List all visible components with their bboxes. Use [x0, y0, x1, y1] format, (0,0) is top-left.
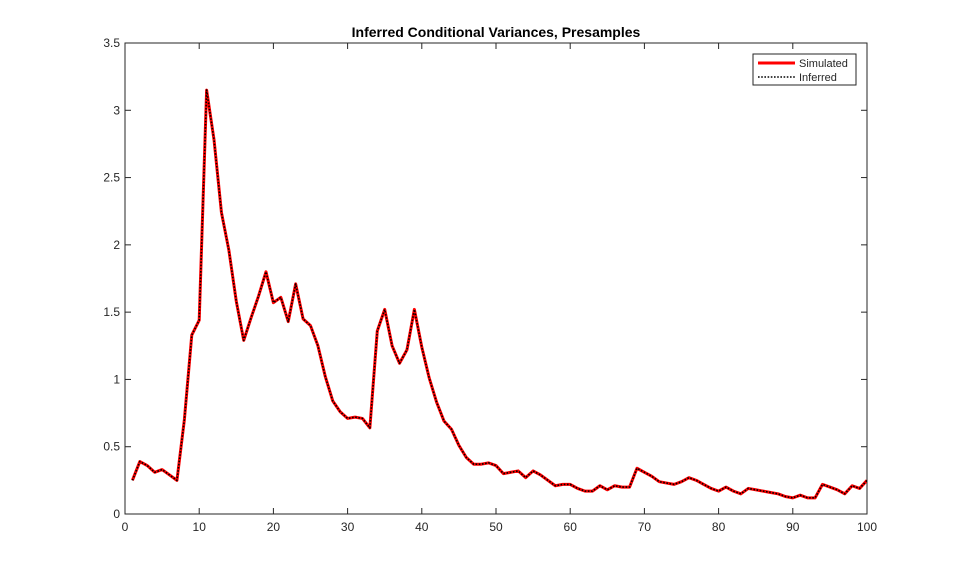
series-line-inferred [131, 89, 867, 499]
chart-title: Inferred Conditional Variances, Presampl… [352, 24, 641, 40]
x-tick-label: 0 [122, 520, 129, 534]
x-tick-label: 40 [415, 520, 429, 534]
x-tick-label: 10 [193, 520, 207, 534]
x-tick-label: 80 [712, 520, 726, 534]
legend-label-inferred: Inferred [799, 72, 837, 84]
x-tick-label: 100 [857, 520, 877, 534]
x-tick-label: 90 [786, 520, 800, 534]
y-tick-label: 1 [113, 372, 120, 386]
y-tick-label: 2.5 [103, 171, 120, 185]
legend: Simulated Inferred [752, 53, 857, 86]
axes-box [124, 42, 868, 515]
y-tick-label: 2 [113, 238, 120, 252]
x-tick-label: 50 [489, 520, 503, 534]
x-tick-label: 70 [638, 520, 652, 534]
y-tick-label: 0 [113, 507, 120, 521]
y-tick-label: 3.5 [103, 36, 120, 50]
x-tick-label: 30 [341, 520, 355, 534]
legend-label-simulated: Simulated [799, 58, 848, 70]
x-tick-label: 20 [267, 520, 281, 534]
y-tick-label: 0.5 [103, 440, 120, 454]
plot-area: 0 10 20 30 40 50 60 70 80 90 100 0 0.5 1 1.5 2 2.5 3 3.5 [103, 36, 877, 534]
y-tick-label: 3 [113, 103, 120, 117]
legend-box [752, 53, 857, 86]
x-tick-label: 60 [564, 520, 578, 534]
y-tick-label: 1.5 [103, 305, 120, 319]
